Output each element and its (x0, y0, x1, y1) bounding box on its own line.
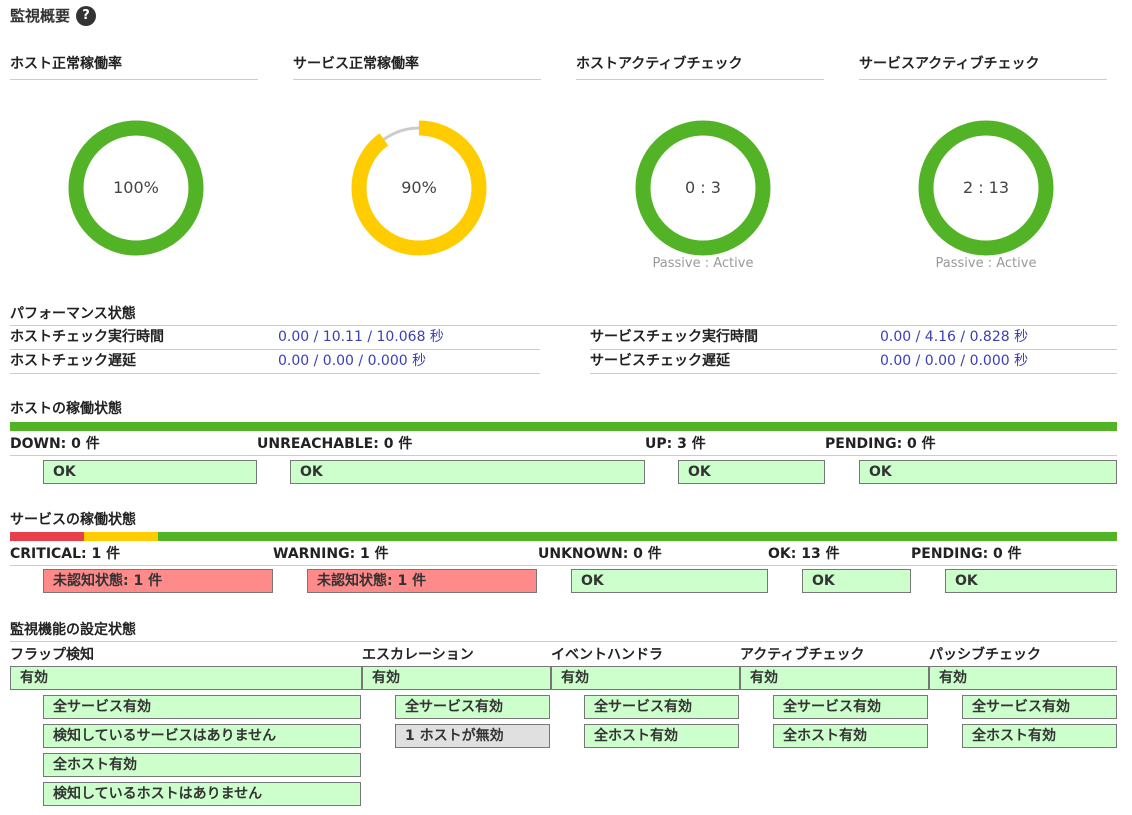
gauge-service-active-check (918, 120, 1054, 256)
service-bar-warning (83, 532, 158, 541)
event-handler-services-box[interactable]: 全サービス有効 (584, 695, 739, 719)
passive-check-services-box[interactable]: 全サービス有効 (962, 695, 1117, 719)
monitoring-divider (10, 641, 1117, 642)
event-handler-hosts-box[interactable]: 全ホスト有効 (584, 724, 739, 748)
page-title: 監視概要 (10, 7, 71, 25)
gauge-host-uptime (68, 120, 204, 256)
gauge-title-service-uptime: サービス正常稼働率 (293, 53, 541, 80)
monitoring-head-escalation: エスカレーション (362, 647, 474, 663)
service-warning-unack-box[interactable]: 未認知状態: 1 件 (307, 569, 537, 593)
host-count-down[interactable]: DOWN: 0 件 (10, 436, 100, 452)
flap-hosts-box[interactable]: 全ホスト有効 (43, 753, 361, 777)
service-count-unknown[interactable]: UNKNOWN: 0 件 (538, 546, 662, 562)
service-unknown-status-box[interactable]: OK (571, 569, 768, 593)
perf-label: サービスチェック実行時間 (590, 329, 758, 345)
help-icon[interactable]: ? (76, 5, 97, 26)
flap-status-box[interactable]: 有効 (10, 666, 362, 690)
gauge-title-service-active-check: サービスアクティブチェック (859, 53, 1107, 80)
gauge-value-service-uptime: 90% (401, 178, 437, 197)
service-ok-status-box[interactable]: OK (802, 569, 911, 593)
gauge-title-host-active-check: ホストアクティブチェック (576, 53, 824, 80)
service-count-warning[interactable]: WARNING: 1 件 (273, 546, 389, 562)
service-count-critical[interactable]: CRITICAL: 1 件 (10, 546, 121, 562)
gauge-caption-host-active-check: Passive : Active (652, 256, 754, 271)
perf-label: ホストチェック実行時間 (10, 329, 164, 345)
monitoring-title: 監視機能の設定状態 (10, 622, 136, 638)
monitoring-head-passive-check: パッシブチェック (929, 647, 1041, 663)
host-count-pending[interactable]: PENDING: 0 件 (825, 436, 936, 452)
service-bar-ok (157, 532, 1117, 541)
escalation-services-box[interactable]: 全サービス有効 (395, 695, 550, 719)
flap-services-detected-box[interactable]: 検知しているサービスはありません (43, 724, 361, 748)
service-pending-status-box[interactable]: OK (945, 569, 1117, 593)
perf-value: 0.00 / 4.16 / 0.828 秒 (880, 329, 1029, 345)
perf-label: ホストチェック遅延 (10, 353, 136, 369)
host-count-up[interactable]: UP: 3 件 (645, 436, 706, 452)
gauge-primary-arc (351, 120, 487, 256)
gauge-caption-service-active-check: Passive : Active (935, 256, 1037, 271)
flap-services-box[interactable]: 全サービス有効 (43, 695, 361, 719)
perf-value: 0.00 / 10.11 / 10.068 秒 (278, 329, 444, 345)
gauge-value-service-active-check: 2 : 13 (962, 178, 1010, 197)
perf-row-service-latency: サービスチェック遅延 0.00 / 0.00 / 0.000 秒 (590, 350, 1117, 374)
monitoring-head-active-check: アクティブチェック (740, 647, 865, 663)
gauge-host-active-check (635, 120, 771, 256)
host-pending-status-box[interactable]: OK (859, 460, 1117, 484)
flap-hosts-detected-box[interactable]: 検知しているホストはありません (43, 782, 361, 806)
service-status-bar (10, 532, 1117, 541)
perf-row-service-exec: サービスチェック実行時間 0.00 / 4.16 / 0.828 秒 (590, 326, 1117, 350)
service-critical-unack-box[interactable]: 未認知状態: 1 件 (43, 569, 273, 593)
page-title-row: 監視概要 ? (10, 5, 97, 26)
escalation-hosts-disabled-box[interactable]: 1 ホストが無効 (395, 724, 550, 748)
host-up-status-box[interactable]: OK (678, 460, 825, 484)
performance-divider (10, 325, 1117, 326)
gauge-title-host-uptime: ホスト正常稼働率 (10, 53, 258, 80)
active-check-hosts-box[interactable]: 全ホスト有効 (773, 724, 928, 748)
gauge-service-uptime (351, 120, 487, 256)
service-status-title: サービスの稼働状態 (10, 512, 136, 528)
passive-check-hosts-box[interactable]: 全ホスト有効 (962, 724, 1117, 748)
perf-label: サービスチェック遅延 (590, 353, 730, 369)
host-status-bar (10, 422, 1117, 431)
passive-check-status-box[interactable]: 有効 (929, 666, 1117, 690)
event-handler-status-box[interactable]: 有効 (551, 666, 740, 690)
gauge-value-host-uptime: 100% (113, 178, 159, 197)
active-check-services-box[interactable]: 全サービス有効 (773, 695, 928, 719)
service-count-pending[interactable]: PENDING: 0 件 (911, 546, 1022, 562)
host-status-title: ホストの稼働状態 (10, 401, 122, 417)
service-count-ok[interactable]: OK: 13 件 (768, 546, 840, 562)
gauge-secondary-arc (918, 120, 1054, 256)
perf-row-host-latency: ホストチェック遅延 0.00 / 0.00 / 0.000 秒 (10, 350, 540, 374)
host-count-unreachable[interactable]: UNREACHABLE: 0 件 (257, 436, 413, 452)
gauge-secondary-arc (635, 120, 771, 256)
host-down-status-box[interactable]: OK (43, 460, 257, 484)
gauge-value-host-active-check: 0 : 3 (685, 178, 721, 197)
perf-row-host-exec: ホストチェック実行時間 0.00 / 10.11 / 10.068 秒 (10, 326, 540, 350)
monitoring-head-event-handler: イベントハンドラ (551, 647, 663, 663)
perf-value: 0.00 / 0.00 / 0.000 秒 (880, 353, 1029, 369)
host-unreachable-status-box[interactable]: OK (290, 460, 645, 484)
active-check-status-box[interactable]: 有効 (740, 666, 929, 690)
service-bar-critical (10, 532, 84, 541)
perf-value: 0.00 / 0.00 / 0.000 秒 (278, 353, 427, 369)
performance-title: パフォーマンス状態 (10, 306, 136, 322)
escalation-status-box[interactable]: 有効 (362, 666, 551, 690)
service-status-counts: CRITICAL: 1 件 WARNING: 1 件 UNKNOWN: 0 件 … (10, 541, 1117, 566)
monitoring-head-flap: フラップ検知 (10, 647, 94, 663)
gauge-primary-arc (68, 120, 204, 256)
host-status-counts: DOWN: 0 件 UNREACHABLE: 0 件 UP: 3 件 PENDI… (10, 431, 1117, 456)
